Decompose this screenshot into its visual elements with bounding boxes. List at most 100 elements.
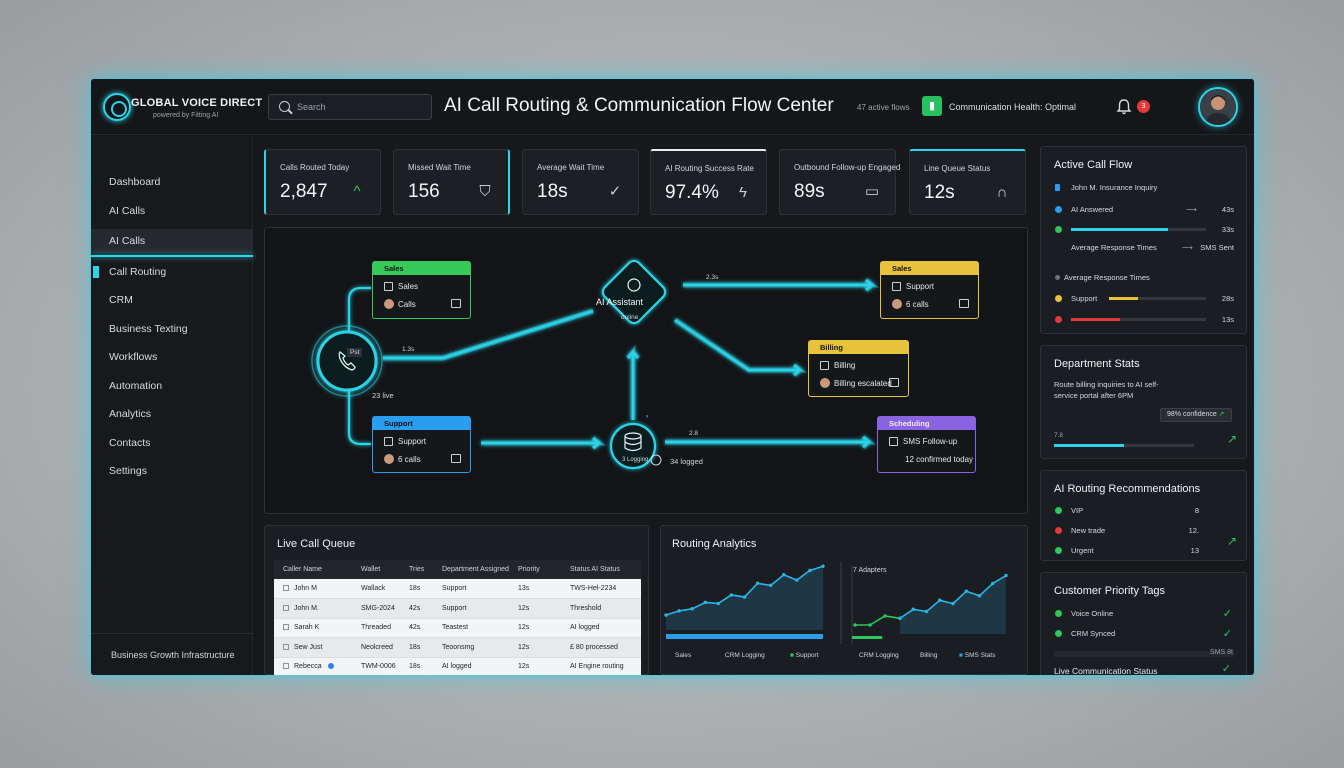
cell-text: John M. xyxy=(294,604,319,612)
status-dot xyxy=(1055,630,1062,637)
search-box[interactable] xyxy=(268,94,432,120)
col-department[interactable]: Department Assigned xyxy=(433,560,509,579)
node-support-left[interactable]: Support Support 6 calls xyxy=(372,416,471,473)
sidebar-item-ai-calls-active[interactable]: AI Calls xyxy=(91,229,253,253)
row-checkbox[interactable] xyxy=(283,585,289,592)
grid-icon xyxy=(820,361,829,370)
progress-fill xyxy=(1071,228,1169,231)
headset-icon: ∩ xyxy=(996,184,1008,201)
table-cell: £ 80 processed xyxy=(561,637,641,658)
table-row[interactable]: Rebecca TWM-0006 18s AI logged 12s AI Engine … xyxy=(274,657,641,675)
recommendation-row[interactable]: Urgent 13 xyxy=(1054,545,1234,557)
tag-label: CRM Synced xyxy=(1071,629,1116,638)
node-scheduling[interactable]: Scheduling SMS Follow-up 12 confirmed to… xyxy=(877,416,976,473)
right-series-blue-point xyxy=(977,594,982,598)
col-wallet[interactable]: Wallet xyxy=(352,560,400,579)
sidebar-item-call-routing[interactable]: Call Routing xyxy=(91,260,253,284)
sidebar-item-crm[interactable]: CRM xyxy=(109,294,133,306)
recommendation-row[interactable]: VIP 8 xyxy=(1054,505,1234,517)
logo-icon xyxy=(103,93,131,121)
db-arrow-label: › xyxy=(646,413,649,420)
stat-card-outbound[interactable]: Outbound Follow-up Engaged 89s ▭ xyxy=(779,149,900,215)
row-checkbox[interactable] xyxy=(283,663,289,670)
node-billing[interactable]: Billing Billing Billing escalated xyxy=(808,340,909,397)
sidebar-item-analytics[interactable]: Analytics xyxy=(109,408,152,420)
sidebar-item-ai-calls[interactable]: AI Calls xyxy=(109,205,146,217)
col-caller[interactable]: Caller Name xyxy=(274,560,352,579)
table-cell: TWM-0006 xyxy=(352,657,400,675)
route-time-top: 2.3s xyxy=(706,274,719,281)
table-cell: Support xyxy=(433,579,509,599)
table-cell: Rebecca xyxy=(274,657,352,675)
col-ai-status[interactable]: Status AI Status xyxy=(561,560,641,579)
live-indicator-icon xyxy=(327,663,334,670)
node-sales-right[interactable]: Sales Support 6 calls xyxy=(880,261,979,319)
sidebar-item-business-texting[interactable]: Business Texting xyxy=(109,323,188,335)
cell-text: £ 80 processed xyxy=(570,643,618,651)
sidebar-item-workflows[interactable]: Workflows xyxy=(109,351,158,363)
stat-card-success-rate[interactable]: AI Routing Success Rate 97.4% ϟ xyxy=(650,149,767,215)
sidebar-item-settings[interactable]: Settings xyxy=(109,465,147,477)
table-cell: 18s xyxy=(400,637,433,658)
row-checkbox[interactable] xyxy=(283,624,289,631)
flow-row-label: Support xyxy=(1071,294,1098,303)
table-row[interactable]: John M. SMG-2024 42s Support 12s Threshold xyxy=(274,598,641,619)
sidebar: Dashboard AI Calls AI Calls Call Routing… xyxy=(91,136,253,675)
ai-recommendations-panel: AI Routing Recommendations VIP 8 New tra… xyxy=(1040,470,1247,561)
node-sales-left[interactable]: Sales Sales Calls xyxy=(372,261,471,319)
database-icon xyxy=(624,432,642,452)
priority-tag-row[interactable]: CRM Synced ✓ xyxy=(1054,628,1234,640)
check-icon: ✓ xyxy=(1222,628,1232,640)
recommendation-row[interactable]: New trade 12. xyxy=(1054,525,1234,537)
priority-tag-row[interactable]: Voice Online ✓ xyxy=(1054,608,1234,620)
connector-hub-support xyxy=(347,385,371,446)
trend-up-icon: ↗ xyxy=(1227,432,1238,446)
right-series-blue-point xyxy=(1004,573,1008,578)
progress-fill xyxy=(1054,444,1124,447)
db-logged-count: 34 logged xyxy=(670,457,703,466)
table-cell: 42s xyxy=(400,618,433,638)
col-priority[interactable]: Priority xyxy=(509,560,561,579)
stat-card-calls-routed[interactable]: Calls Routed Today 2,847 ^ xyxy=(264,149,381,215)
recommendation-label: New trade xyxy=(1071,526,1106,535)
ai-assistant-node xyxy=(601,259,667,325)
table-cell: Wallack xyxy=(352,579,400,599)
stat-card-average-wait[interactable]: Average Wait Time 18s ✓ xyxy=(522,149,639,215)
table-row[interactable]: Sarah K Threaded 42s Teastest 12s AI logged xyxy=(274,618,641,638)
table-cell: AI Engine routing xyxy=(561,657,641,675)
sms-count: SMS 8t xyxy=(1210,649,1233,656)
table-row[interactable]: John M Wallack 18s Support 13s TWS-Hel-2234 xyxy=(274,579,641,599)
cell-text: 42s xyxy=(409,624,421,632)
left-series-point xyxy=(808,568,812,573)
dept-recommendation: Route billing inquiries to AI self-servi… xyxy=(1054,380,1159,400)
stat-card-queue-status[interactable]: Line Queue Status 12s ∩ xyxy=(909,149,1026,215)
row-checkbox[interactable] xyxy=(283,643,289,650)
user-avatar[interactable] xyxy=(1198,87,1238,127)
col-tries[interactable]: Tries xyxy=(400,560,433,579)
table-cell: Teastest xyxy=(433,618,509,638)
table-row[interactable]: Sew Just Neolcreed 18s Teoonsmg 12s £ 80 proc… xyxy=(274,637,641,658)
confidence-button[interactable]: 98% confidence ➚ xyxy=(1160,408,1232,422)
stat-card-missed-wait[interactable]: Missed Wait Time 156 ⛉ xyxy=(393,149,510,215)
left-series-point xyxy=(768,583,773,588)
node-header: Support xyxy=(373,417,470,430)
legend-crm-logging-2: CRM Logging xyxy=(859,652,899,659)
cell-text: AI logged xyxy=(442,663,472,671)
node-row: Calls xyxy=(398,300,416,309)
sidebar-item-automation[interactable]: Automation xyxy=(109,380,163,392)
cell-text: 18s xyxy=(409,643,421,651)
search-icon xyxy=(279,101,290,112)
sidebar-item-dashboard[interactable]: Dashboard xyxy=(109,176,161,188)
log-icon xyxy=(959,299,969,308)
node-row: Billing xyxy=(834,361,856,370)
row-checkbox[interactable] xyxy=(283,604,289,611)
active-call-flow-panel: Active Call Flow John M. Insurance Inqui… xyxy=(1040,146,1247,334)
left-series-point xyxy=(782,573,786,577)
sidebar-item-contacts[interactable]: Contacts xyxy=(109,437,151,449)
ai-assistant-status: online xyxy=(621,314,639,321)
chat-icon: ▭ xyxy=(864,183,880,200)
col-status-label: Status xyxy=(570,566,590,573)
bell-icon[interactable] xyxy=(1115,98,1133,116)
queue-body: John M Wallack 18s Support 13s TWS-Hel-2234 Jo… xyxy=(274,579,641,675)
search-input[interactable] xyxy=(297,99,427,115)
